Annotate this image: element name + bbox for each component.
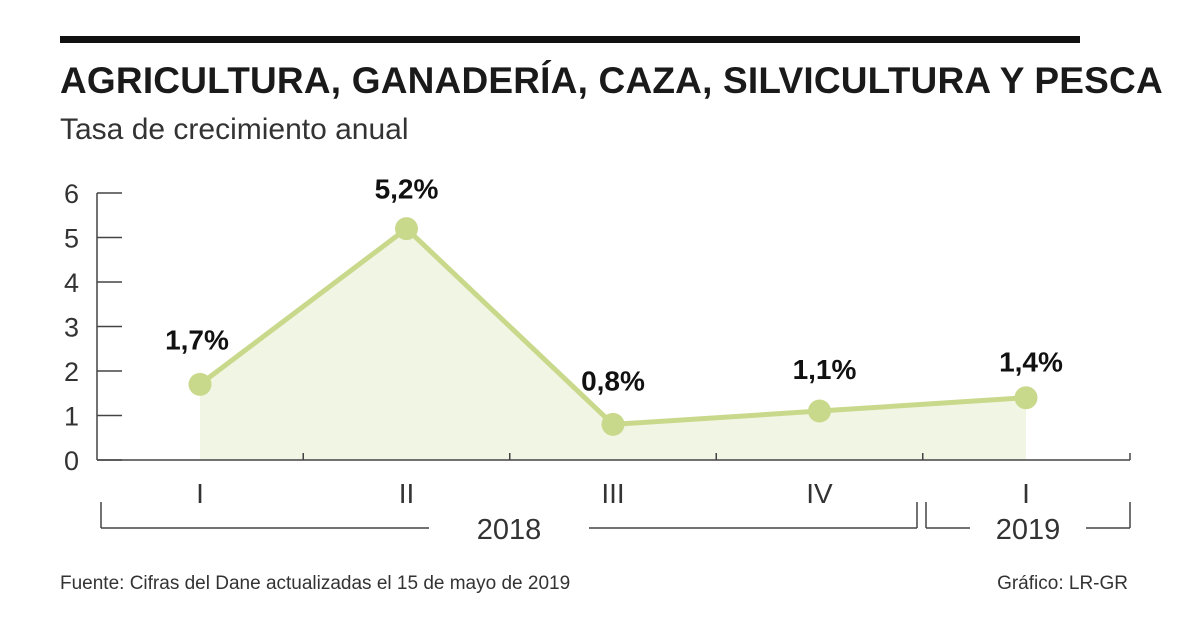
- y-tick-label: 2: [64, 357, 79, 387]
- y-tick-label: 1: [64, 402, 79, 432]
- group-label: 2018: [477, 514, 542, 546]
- x-tick-label: IV: [806, 478, 833, 509]
- data-label: 5,2%: [375, 174, 439, 205]
- top-rule: [60, 36, 1080, 43]
- area-fill: [200, 228, 1026, 460]
- y-tick-label: 3: [64, 313, 79, 343]
- x-tick-label: II: [399, 478, 415, 509]
- y-tick-label: 5: [64, 224, 79, 254]
- data-label: 0,8%: [581, 365, 645, 396]
- data-point: [601, 412, 625, 436]
- y-tick-label: 0: [64, 446, 79, 476]
- data-label: 1,1%: [793, 354, 857, 385]
- x-tick-label: I: [196, 478, 204, 509]
- chart-title: AGRICULTURA, GANADERÍA, CAZA, SILVICULTU…: [60, 60, 1163, 101]
- group-label: 2019: [996, 514, 1061, 546]
- x-tick-label: I: [1022, 478, 1030, 509]
- data-label: 1,7%: [165, 324, 229, 355]
- credit-note: Gráfico: LR-GR: [997, 573, 1128, 594]
- data-label: 1,4%: [999, 347, 1063, 378]
- chart-subtitle: Tasa de crecimiento anual: [60, 113, 409, 146]
- data-point: [188, 372, 212, 396]
- data-point: [395, 217, 418, 241]
- y-tick-label: 6: [64, 179, 79, 209]
- source-note: Fuente: Cifras del Dane actualizadas el …: [60, 573, 571, 594]
- y-tick-label: 4: [64, 268, 79, 298]
- data-point: [808, 399, 831, 423]
- data-point: [1014, 386, 1038, 410]
- x-tick-label: III: [601, 478, 624, 509]
